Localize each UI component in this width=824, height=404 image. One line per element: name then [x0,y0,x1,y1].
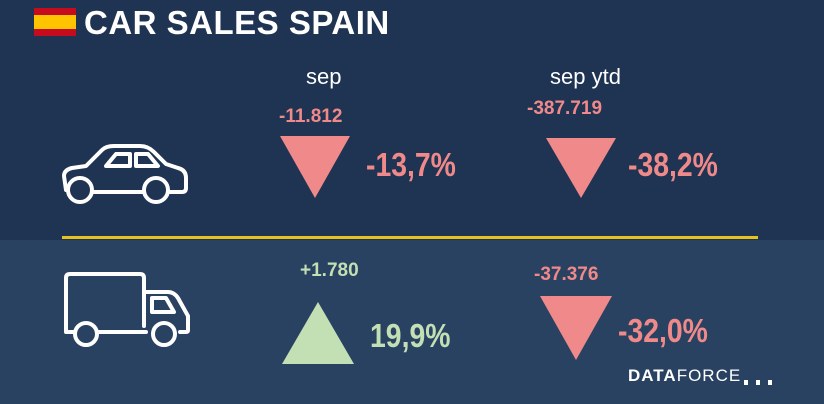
down-arrow-icon [546,138,616,198]
truck-icon [64,272,190,347]
spain-flag-icon [34,8,76,36]
trucks-section [0,240,824,404]
up-arrow-icon [282,302,354,364]
column-header-ytd: sep ytd [550,64,621,89]
trucks-month-change: +1.780 [300,260,359,281]
page-title: CAR SALES SPAIN [84,4,390,41]
cars-month-percent: -13,7% [366,146,456,183]
cars-month-change: -11.812 [279,106,343,127]
header-band [0,0,824,50]
section-divider [62,236,758,239]
brand-dots-icon [744,380,772,385]
car-icon [62,144,188,204]
trucks-month-percent: 19,9% [370,317,451,354]
cars-ytd-percent: -38,2% [628,146,718,183]
trucks-ytd-change: -37.376 [534,264,599,285]
dataforce-logo: DATAFORCE [628,366,741,386]
down-arrow-icon [280,136,350,198]
down-arrow-icon [540,296,612,360]
column-header-month: sep [306,64,342,89]
trucks-ytd-percent: -32,0% [618,312,708,349]
brand-force: FORCE [676,366,742,385]
brand-data: DATA [628,366,677,385]
cars-ytd-change: -387.719 [527,98,603,119]
